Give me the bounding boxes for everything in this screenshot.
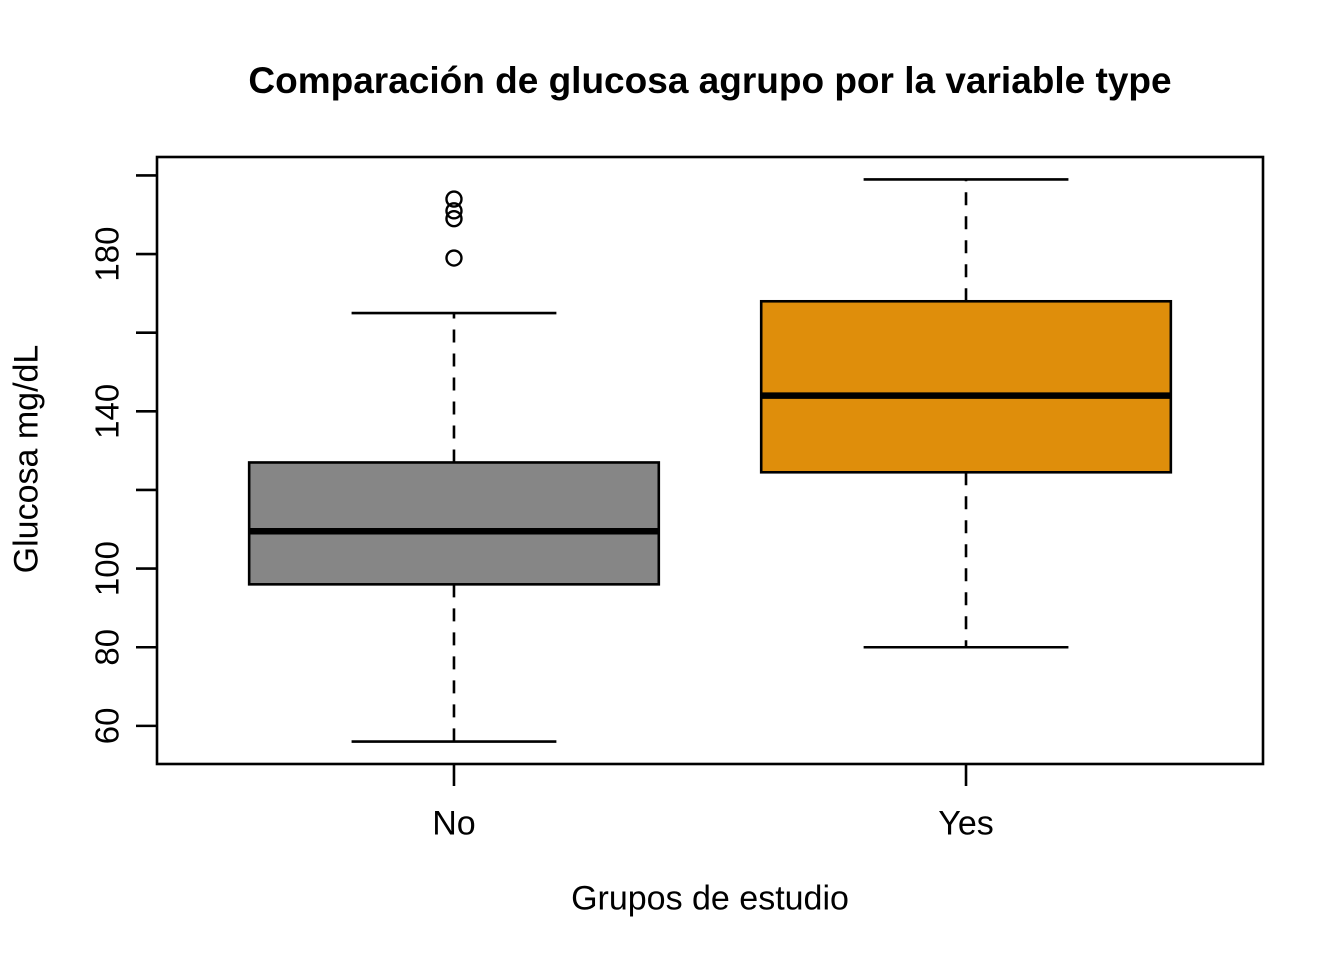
y-axis-tick-label: 80 [89,629,126,666]
chart-title: Comparación de glucosa agrupo por la var… [248,60,1172,101]
y-axis-tick-label: 180 [89,227,126,282]
y-axis-tick-label: 100 [89,541,126,596]
outlier-point [445,202,463,220]
box-yes [759,299,1173,474]
y-axis-tick-label: 140 [89,384,126,439]
x-axis-title: Grupos de estudio [571,879,849,918]
plot-border [155,155,1265,766]
outlier-point [445,249,463,267]
y-axis-tick-label: 60 [89,708,126,745]
box-no [247,461,661,586]
y-axis-title: Glucosa mg/dL [7,344,46,574]
outlier-point [445,210,463,228]
x-tick-label-no: No [432,804,476,843]
x-tick-label-yes: Yes [938,804,994,843]
outlier-point [445,190,463,208]
